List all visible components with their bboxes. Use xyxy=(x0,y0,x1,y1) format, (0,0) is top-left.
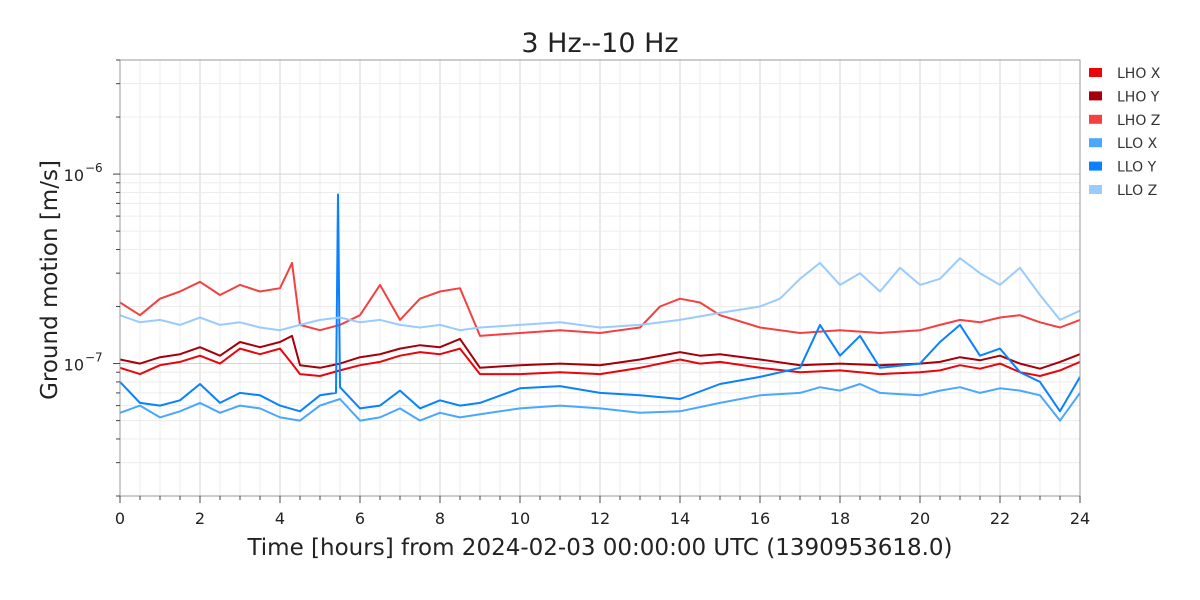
y-tick-exponent: −7 xyxy=(85,351,103,365)
legend-swatch xyxy=(1089,91,1102,101)
series-line-lho-y xyxy=(120,334,1080,370)
legend: LHO X LHO Y LHO Z LLO X LLO Y LLO Z xyxy=(1089,66,1161,199)
y-tick-exponent: −6 xyxy=(85,161,103,175)
legend-label: LLO Z xyxy=(1117,183,1157,199)
legend-label: LHO Y xyxy=(1117,89,1160,105)
series-line-llo-z xyxy=(120,257,1080,332)
series-lines xyxy=(120,193,1080,422)
x-tick-label: 18 xyxy=(830,509,850,528)
legend-label: LLO X xyxy=(1117,136,1158,152)
x-tick-label: 4 xyxy=(275,509,285,528)
x-tick-label: 12 xyxy=(590,509,610,528)
y-tick-label: 10 xyxy=(64,356,84,375)
x-tick-label: 24 xyxy=(1070,509,1090,528)
x-tick-label: 6 xyxy=(355,509,365,528)
x-tick-label: 22 xyxy=(990,509,1010,528)
legend-label: LLO Y xyxy=(1117,160,1157,176)
chart-title: 3 Hz--10 Hz xyxy=(521,28,678,59)
y-tick-label: 10 xyxy=(64,166,84,185)
x-tick-label: 16 xyxy=(750,509,770,528)
y-axis-label: Ground motion [m/s] xyxy=(37,160,63,400)
x-axis-label: Time [hours] from 2024-02-03 00:00:00 UT… xyxy=(246,535,952,561)
x-tick-label: 10 xyxy=(510,509,530,528)
x-tick-label: 2 xyxy=(195,509,205,528)
series-line-lho-z xyxy=(120,261,1080,337)
x-tick-label: 8 xyxy=(435,509,445,528)
legend-label: LHO Z xyxy=(1117,113,1160,129)
grid xyxy=(119,59,1081,497)
legend-swatch xyxy=(1089,114,1102,124)
x-tick-label: 20 xyxy=(910,509,930,528)
legend-swatch xyxy=(1089,138,1102,148)
legend-swatch xyxy=(1089,68,1102,77)
series-line-lho-x xyxy=(120,347,1080,377)
x-tick-label: 14 xyxy=(670,509,690,528)
x-tick-label: 0 xyxy=(115,509,125,528)
legend-label: LHO X xyxy=(1117,66,1161,82)
series-line-llo-y xyxy=(120,193,1080,413)
legend-swatch xyxy=(1089,185,1102,194)
series-line-llo-x xyxy=(120,383,1080,422)
legend-swatch xyxy=(1089,161,1102,171)
